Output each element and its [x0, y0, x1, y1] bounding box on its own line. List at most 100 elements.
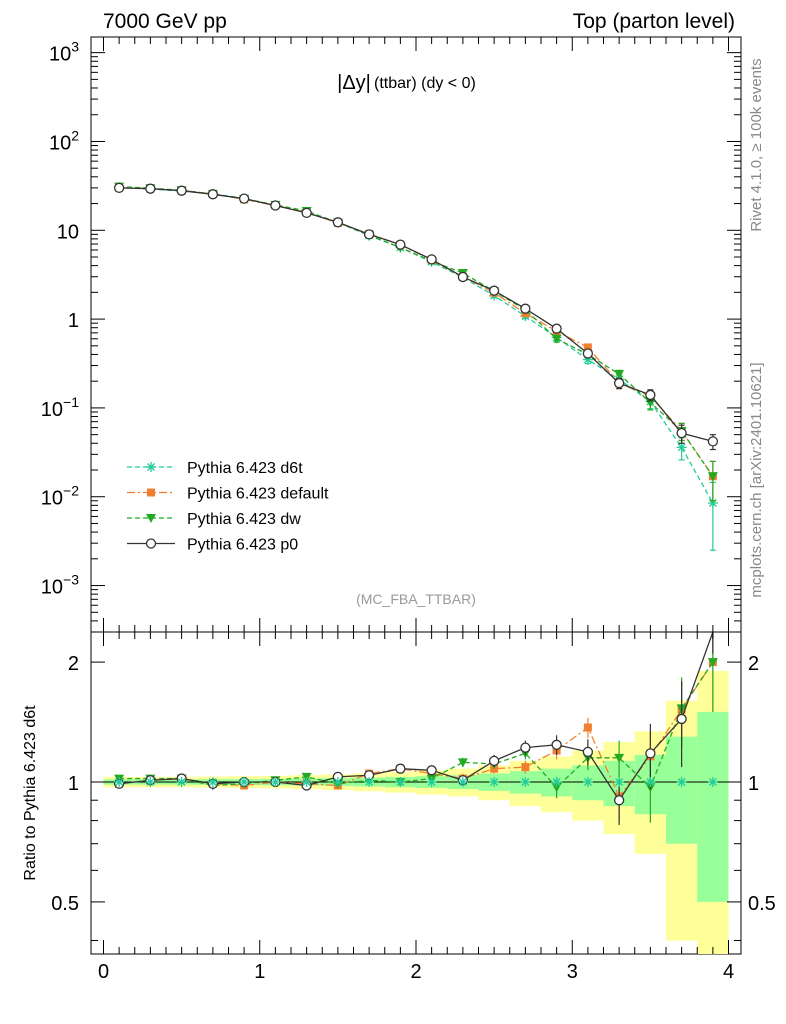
data-point: [488, 285, 500, 296]
ratio-point: [207, 777, 218, 788]
mcplots-label: mcplots.cern.ch [arXiv:2401.10621]: [748, 362, 765, 597]
ratio-point: [645, 777, 656, 788]
data-point: [207, 189, 219, 200]
star-stroke: [583, 778, 592, 786]
data-point: [238, 193, 250, 204]
ratio-series: [113, 631, 718, 825]
x-tick-label: 0: [98, 961, 109, 983]
star-stroke: [677, 443, 686, 452]
ratio-point: [114, 777, 125, 788]
legend-label: Pythia 6.423 p0: [187, 537, 298, 554]
legend-marker: [147, 488, 155, 497]
ratio-point: [676, 777, 687, 788]
y-tick-label: 102: [49, 127, 79, 154]
star-stroke: [646, 778, 655, 786]
ratio-line: [119, 661, 714, 789]
ratio-point: [489, 777, 500, 788]
data-point: [582, 348, 594, 359]
legend-marker: [146, 514, 156, 523]
y-tick-label: 103: [49, 39, 79, 66]
star-stroke: [490, 778, 499, 786]
ratio-point: [488, 755, 500, 767]
ratio-point: [582, 746, 594, 758]
data-point: [426, 254, 437, 265]
data-point: [583, 343, 592, 352]
analysis-label: (MC_FBA_TTBAR): [356, 591, 476, 607]
ratio-point: [614, 753, 625, 763]
data-point: [270, 200, 281, 211]
star-stroke: [615, 778, 624, 786]
ratio-point: [614, 777, 625, 788]
ratio-tick-label-right: 2: [748, 653, 759, 675]
star-stroke: [333, 778, 342, 786]
ratio-point: [707, 777, 718, 788]
plot-title-main: |Δy|: [337, 72, 371, 94]
star-stroke: [147, 463, 155, 471]
ratio-point: [332, 777, 343, 788]
data-point: [145, 183, 156, 194]
rivet-label: Rivet 4.1.0, ≥ 100k events: [748, 58, 765, 231]
star-stroke: [708, 778, 717, 786]
ratio-point: [457, 777, 468, 788]
ratio-point: [521, 763, 530, 772]
data-point: [363, 229, 375, 240]
ratio-point: [270, 777, 281, 788]
ratio-point: [457, 758, 468, 768]
legend-label: Pythia 6.423 default: [187, 486, 329, 503]
ratio-series-star: [114, 777, 718, 788]
ratio-point: [520, 777, 531, 788]
ratio-point: [551, 783, 562, 793]
ratio-point: [364, 777, 375, 788]
star-stroke: [115, 778, 124, 786]
legend-marker: [146, 462, 156, 472]
series-line: [119, 187, 714, 443]
star-stroke: [240, 778, 249, 786]
series-tri: [114, 182, 718, 502]
star-stroke: [458, 778, 467, 786]
data-point: [707, 436, 719, 447]
legend: Pythia 6.423 d6t Pythia 6.423 default Pyth…: [127, 460, 329, 554]
y-tick-label: 1: [68, 310, 79, 332]
x-tick-label: 1: [254, 961, 265, 983]
x-tick-label: 2: [410, 961, 421, 983]
ratio-line: [119, 631, 714, 802]
data-point: [707, 472, 718, 482]
ratio-tick-label: 1: [68, 773, 79, 795]
series-line: [119, 186, 714, 477]
legend-label: Pythia 6.423 dw: [187, 511, 301, 528]
main-series: [113, 182, 719, 551]
data-point: [457, 271, 469, 283]
star-stroke: [146, 778, 155, 786]
ratio-tick-label: 0.5: [51, 893, 79, 915]
legend-item: Pythia 6.423 p0: [127, 537, 298, 554]
ratio-point: [520, 742, 531, 753]
legend-label: Pythia 6.423 d6t: [187, 460, 303, 477]
star-stroke: [677, 778, 686, 786]
ratio-point: [426, 765, 437, 776]
header-left: 7000 GeV pp: [103, 10, 227, 33]
star-stroke: [396, 778, 405, 786]
band-inner: [697, 711, 729, 902]
ratio-point: [645, 748, 656, 759]
x-tick-label: 4: [723, 961, 734, 983]
ratio-point: [176, 777, 187, 788]
data-point: [645, 389, 656, 401]
ratio-point: [426, 777, 437, 788]
data-point: [301, 207, 312, 219]
ratio-point: [583, 723, 592, 732]
series-square: [115, 183, 717, 502]
ratio-point: [239, 777, 250, 788]
star-stroke: [521, 778, 530, 786]
data-point: [551, 334, 562, 344]
y-tick-label: 10: [57, 221, 79, 243]
ratio-point: [613, 795, 625, 806]
ratio-point: [707, 658, 718, 668]
series-circle: [113, 182, 719, 451]
ratio-point: [551, 739, 562, 750]
star-stroke: [552, 778, 561, 786]
data-point: [551, 323, 562, 334]
ratio-point: [582, 777, 593, 788]
plot-title-sub: (ttbar) (dy < 0): [374, 75, 476, 92]
star-stroke: [302, 778, 311, 786]
